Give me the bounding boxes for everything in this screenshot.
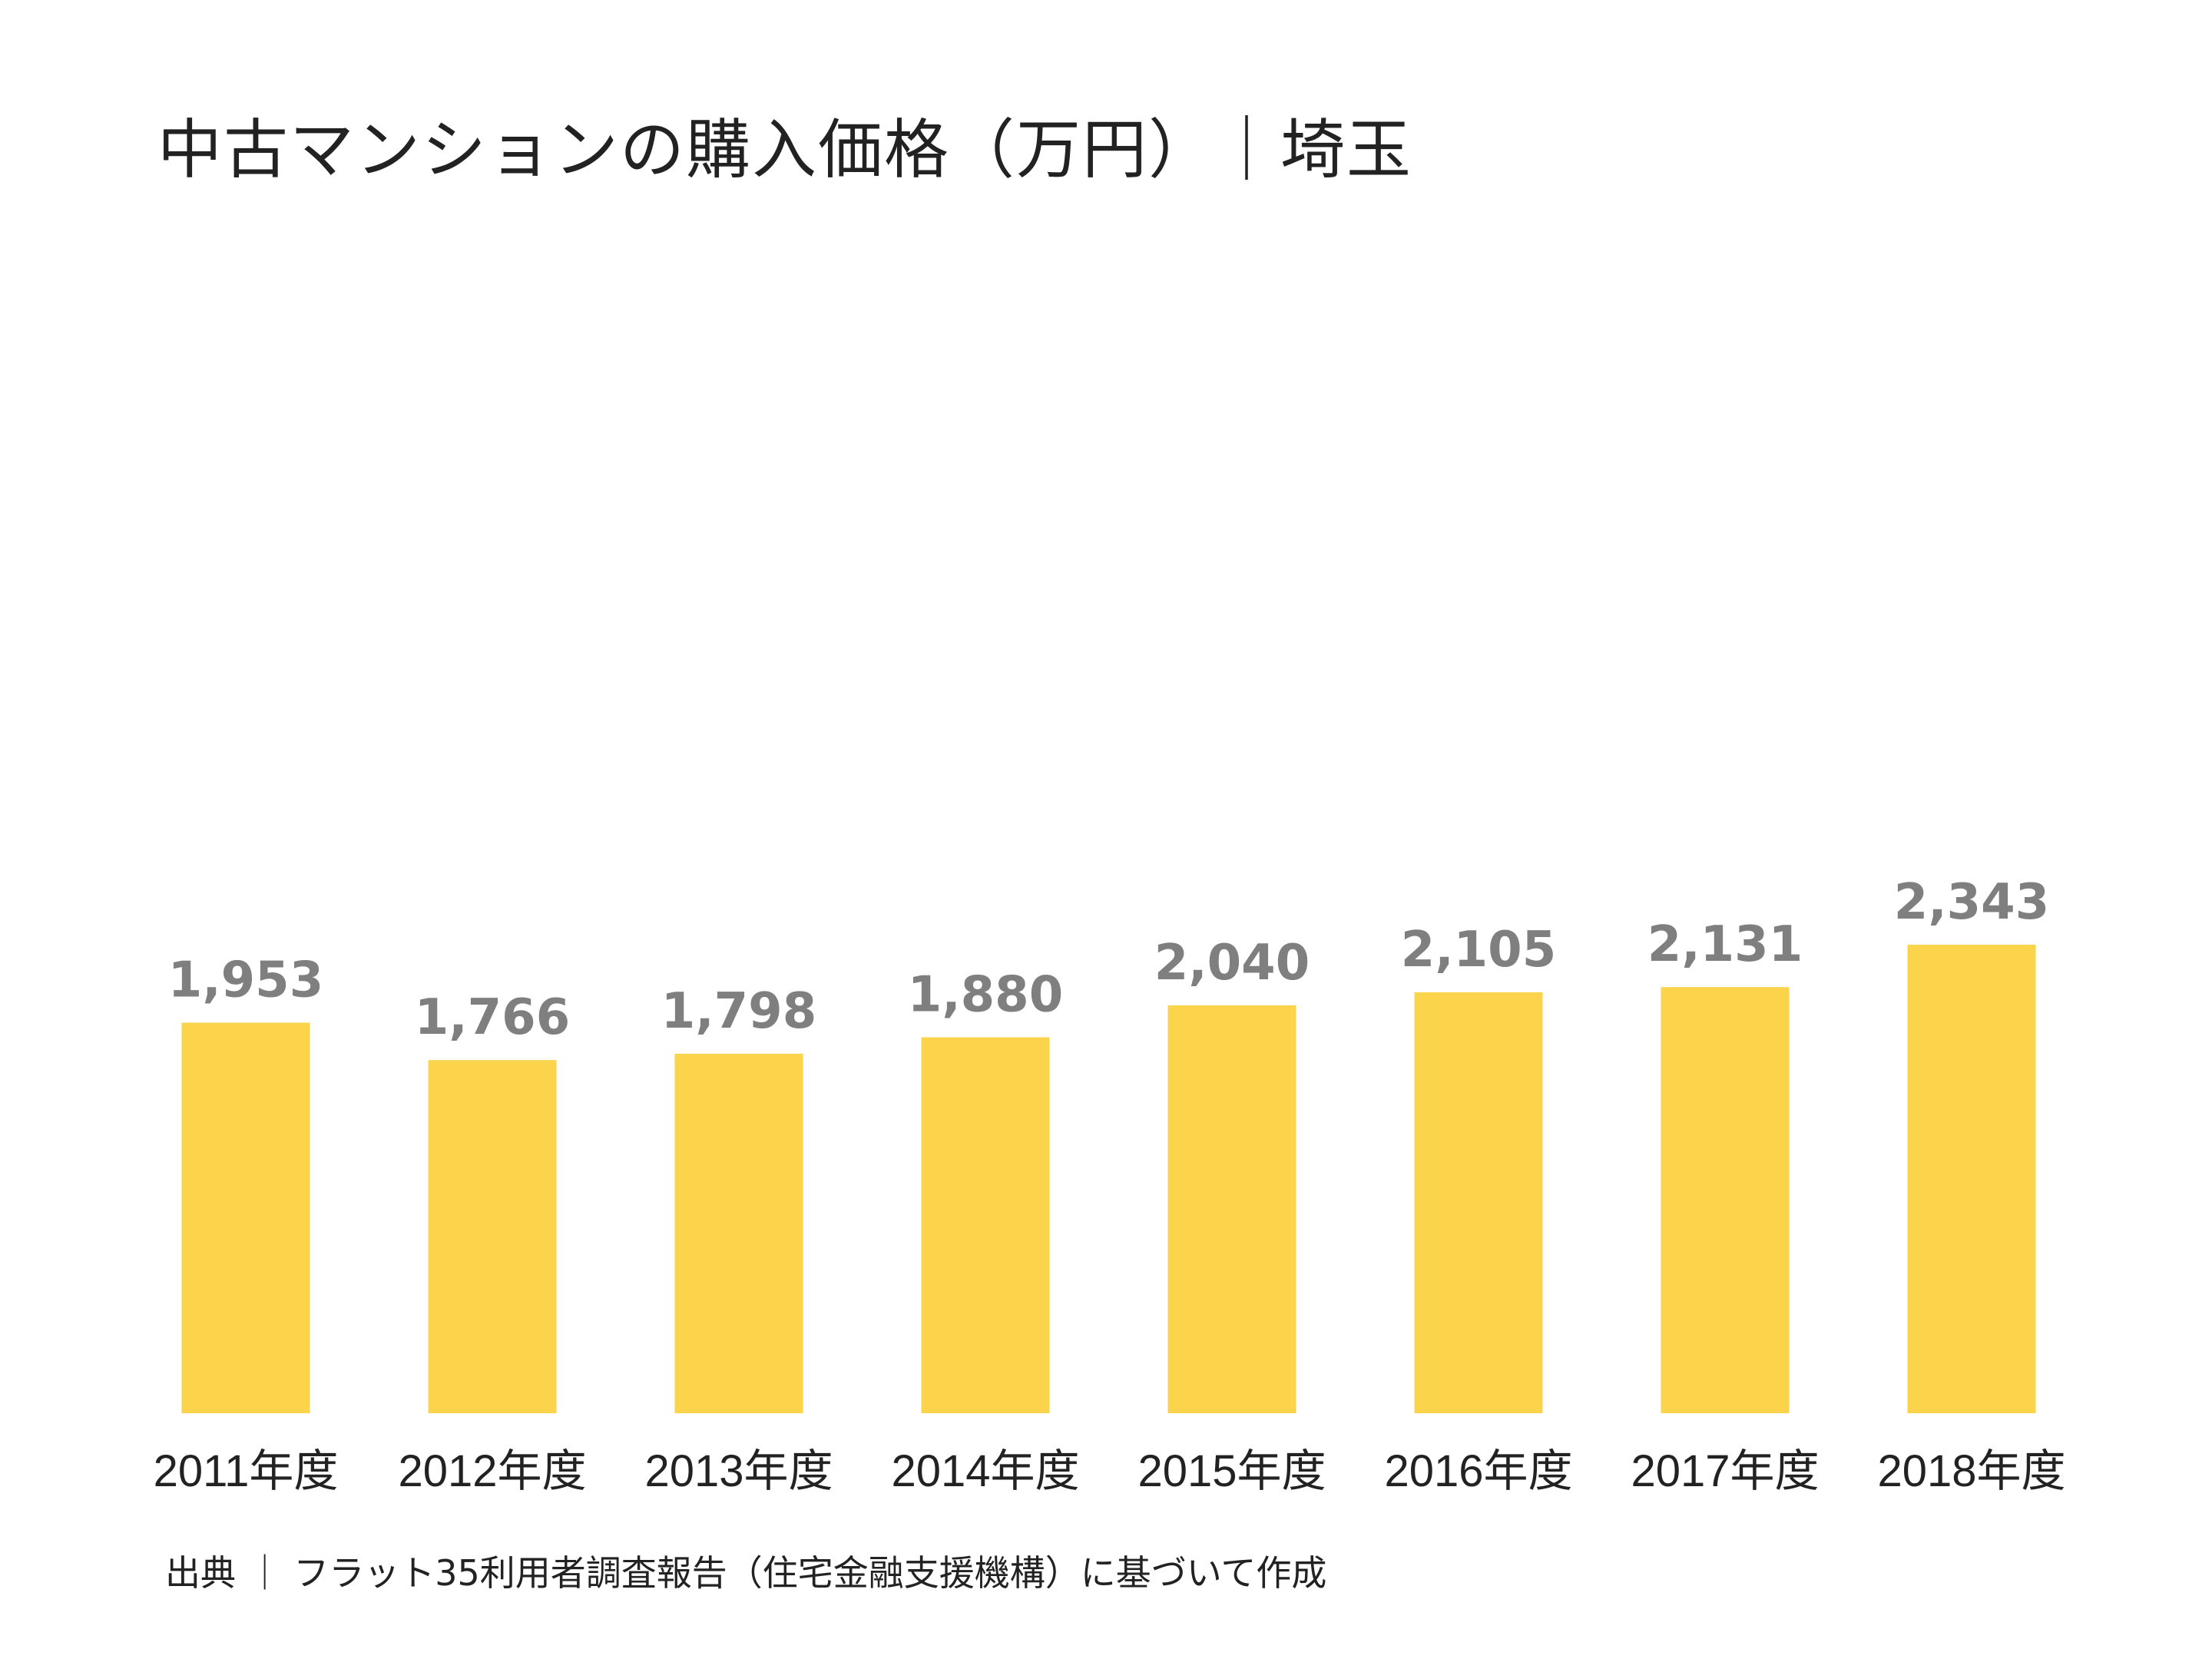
bar-2018年度 bbox=[1907, 945, 2036, 1413]
tick-labels-layer: 2011年度 2012年度 2013年度 2014年度 2015年度 2016年度 2017… bbox=[154, 1446, 2066, 1496]
bar-2015年度 bbox=[1167, 1005, 1296, 1413]
value-label: 1,798 bbox=[661, 983, 816, 1040]
bar-2013年度 bbox=[674, 1053, 803, 1413]
value-label: 1,880 bbox=[908, 967, 1063, 1024]
value-label: 2,343 bbox=[1894, 874, 2049, 931]
bar-2011年度 bbox=[181, 1022, 310, 1413]
chart-title: 中古マンションの購入価格（万円）｜埼玉 bbox=[157, 112, 1413, 187]
x-tick-label: 2012年度 bbox=[398, 1446, 586, 1496]
x-tick-label: 2011年度 bbox=[154, 1446, 339, 1496]
value-label: 2,040 bbox=[1154, 935, 1310, 992]
value-labels-layer: 1,953 1,766 1,798 1,880 2,040 2,105 2,131 2,343 bbox=[168, 874, 2049, 1046]
x-tick-label: 2014年度 bbox=[891, 1446, 1079, 1496]
x-tick-label: 2018年度 bbox=[1877, 1446, 2065, 1496]
value-label: 2,131 bbox=[1647, 916, 1803, 973]
bar-2012年度 bbox=[428, 1060, 557, 1413]
bar-2017年度 bbox=[1661, 987, 1790, 1413]
bars-layer bbox=[181, 945, 2036, 1413]
x-tick-label: 2015年度 bbox=[1137, 1446, 1326, 1496]
bar-2016年度 bbox=[1414, 992, 1543, 1413]
x-tick-label: 2017年度 bbox=[1631, 1446, 1819, 1496]
x-tick-label: 2013年度 bbox=[644, 1446, 833, 1496]
source-note: 出典 ｜ フラット35利用者調査報告（住宅金融支援機構）に基づいて作成 bbox=[165, 1552, 1327, 1594]
value-label: 2,105 bbox=[1401, 922, 1556, 979]
bar-2014年度 bbox=[921, 1037, 1050, 1413]
value-label: 1,953 bbox=[168, 952, 323, 1009]
x-tick-label: 2016年度 bbox=[1384, 1446, 1572, 1496]
value-label: 1,766 bbox=[415, 989, 570, 1046]
